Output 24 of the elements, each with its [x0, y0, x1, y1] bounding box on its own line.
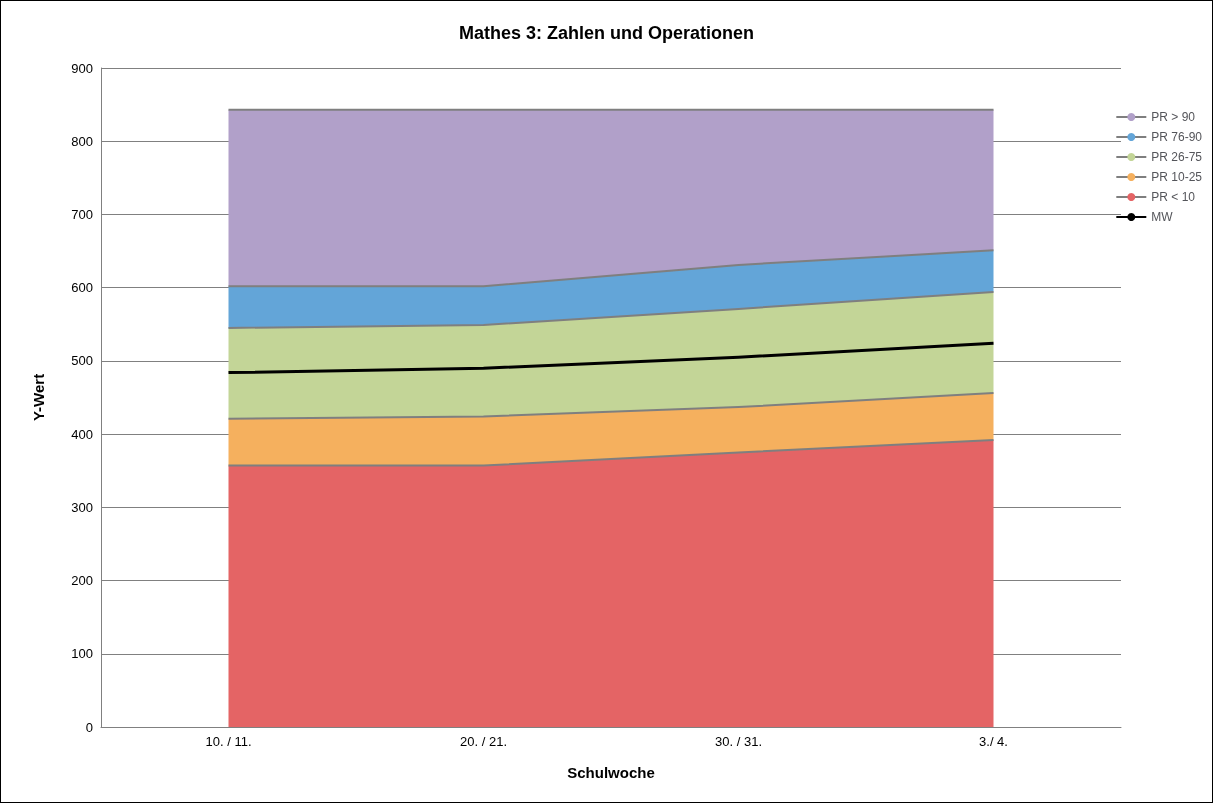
- x-tick-label: 10. / 11.: [205, 734, 252, 749]
- x-tick-label: 3./ 4.: [979, 734, 1008, 749]
- legend-label: PR 26-75: [1151, 150, 1203, 164]
- y-tick-label: 400: [71, 426, 93, 442]
- legend-label: MW: [1151, 210, 1174, 224]
- y-tick-label: 100: [71, 646, 93, 662]
- y-tick-label: 800: [71, 133, 93, 149]
- legend-label: PR > 90: [1151, 110, 1196, 124]
- legend-label: PR 76-90: [1151, 130, 1203, 144]
- y-tick-label: 600: [71, 280, 93, 296]
- y-tick-label: 900: [71, 60, 93, 76]
- y-axis-title: Y-Wert: [30, 373, 47, 422]
- line-series: [227, 341, 995, 375]
- y-tick-label: 700: [71, 206, 93, 222]
- y-tick-label: 500: [71, 353, 93, 369]
- y-tick-label: 300: [71, 499, 93, 515]
- x-tick-label: 30. / 31.: [715, 734, 762, 749]
- y-tick-label: 0: [85, 719, 93, 735]
- x-axis-title: Schulwoche: [567, 764, 655, 781]
- legend-label: PR < 10: [1151, 190, 1196, 204]
- chart-title: Mathes 3: Zahlen und Operationen: [458, 23, 755, 43]
- x-tick-label: 20. / 21.: [460, 734, 507, 749]
- y-tick-label: 200: [71, 573, 93, 589]
- legend-label: PR 10-25: [1151, 170, 1203, 184]
